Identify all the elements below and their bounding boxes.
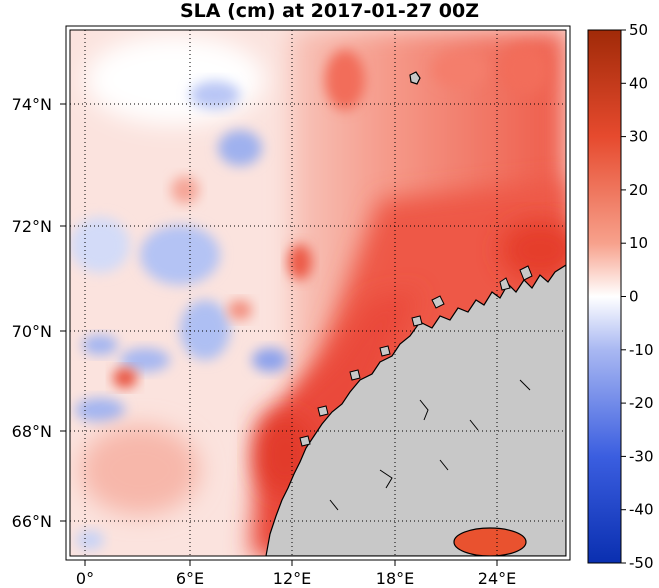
map-frame [65,25,571,561]
lon-label-6e: 6°E [176,569,204,588]
lat-label-70: 70°N [12,322,52,341]
lon-label-24e: 24°E [478,569,516,588]
colorbar-tick-label: -40 [629,501,654,519]
sla-field [70,30,566,556]
land-norway [265,264,566,556]
colorbar [587,29,622,564]
colorbar-ticks: 50 40 30 20 10 0 -10 -20 -30 -40 -50 [621,21,654,572]
lake-region [453,527,527,556]
lat-label-72: 72°N [12,217,52,236]
colorbar-tick-label: -50 [629,554,654,572]
lon-label-12e: 12°E [273,569,311,588]
lon-label-0: 0° [76,569,94,588]
bear-island [409,71,421,85]
colorbar-tick-label: -20 [629,394,654,412]
colorbar-tick-label: 20 [629,181,648,199]
lat-label-68: 68°N [12,422,52,441]
map-title: SLA (cm) at 2017-01-27 00Z [179,0,480,22]
coastal-islands [299,265,533,447]
lat-label-66: 66°N [12,512,52,531]
graticule [70,30,566,556]
lat-label-74: 74°N [12,95,52,114]
colorbar-tick-label: 50 [629,21,648,39]
colorbar-tick-label: -30 [629,447,654,465]
colorbar-tick-label: 10 [629,234,648,252]
lon-label-18e: 18°E [376,569,414,588]
tick-marks [60,103,498,566]
colorbar-tick-label: 40 [629,74,648,92]
colorbar-tick-label: -10 [629,341,654,359]
colorbar-tick-label: 0 [629,288,639,306]
colorbar-tick-label: 30 [629,128,648,146]
inland-lakes [329,379,531,511]
